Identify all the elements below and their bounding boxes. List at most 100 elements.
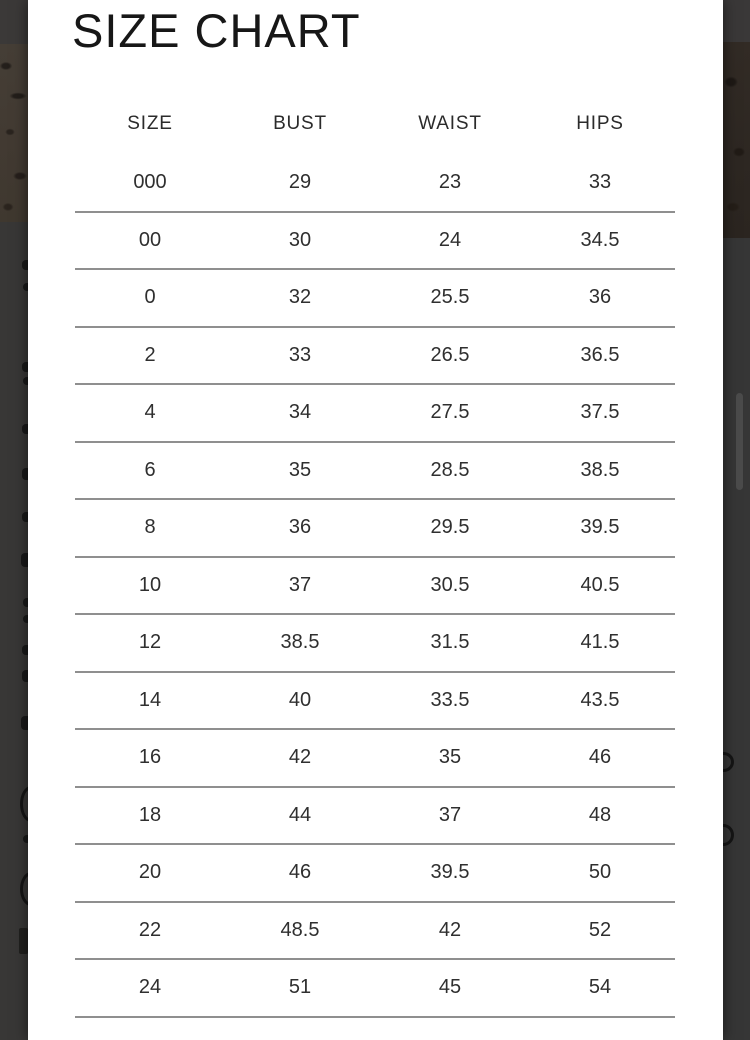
background-text-fragment <box>20 786 28 822</box>
size-chart-cell: 000 <box>133 171 167 194</box>
background-photo-strip <box>0 44 28 222</box>
column-header-bust: BUST <box>273 113 327 134</box>
background-text-fragment <box>23 283 28 291</box>
background-text-fragment <box>21 553 28 567</box>
background-header-strip <box>0 0 28 44</box>
size-chart-cell: 24 <box>438 228 462 251</box>
size-chart-cell: 37 <box>288 573 312 596</box>
size-chart-row: 2 33 26.5 36.5 <box>75 328 675 385</box>
background-text-fragment <box>23 377 28 385</box>
size-chart-cell: 37 <box>438 803 462 826</box>
size-chart-cell: 41.5 <box>580 631 620 654</box>
size-chart-cell: 33 <box>288 343 312 366</box>
size-chart-cell: 48 <box>588 803 612 826</box>
size-chart-cell: 4 <box>144 401 156 424</box>
size-chart-cell: 29.5 <box>430 516 470 539</box>
size-chart-cell: 14 <box>138 688 162 711</box>
size-chart-row: 6 35 28.5 38.5 <box>75 443 675 500</box>
size-chart-header-row: SIZE BUST WAIST HIPS <box>75 109 675 139</box>
modal-title: SIZE CHART <box>72 4 361 57</box>
size-chart-cell: 25.5 <box>430 286 470 309</box>
size-chart-cell: 34.5 <box>580 228 620 251</box>
size-chart-row: 22 48.5 42 52 <box>75 903 675 960</box>
size-chart-cell: 54 <box>588 976 612 999</box>
background-text-fragment <box>23 598 28 607</box>
size-chart-cell: 8 <box>144 516 156 539</box>
size-chart-cell: 33.5 <box>430 688 470 711</box>
size-chart-cell: 36 <box>588 286 612 309</box>
background-text-fragment <box>22 468 28 480</box>
size-chart-row: 16 42 35 46 <box>75 730 675 788</box>
size-chart-row: 000 29 23 33 <box>75 155 675 213</box>
size-chart-cell: 42 <box>288 746 312 769</box>
column-header-waist: WAIST <box>418 113 482 134</box>
column-header-hips: HIPS <box>576 113 624 134</box>
size-chart-cell: 36.5 <box>580 343 620 366</box>
size-chart-cell: 18 <box>138 803 162 826</box>
size-chart-cell: 48.5 <box>280 918 320 941</box>
size-chart-rows: 000 29 23 33 00 30 24 34.5 0 32 25.5 36 2 33 26.5 36.5 4… <box>75 155 675 1018</box>
size-chart-table: SIZE BUST WAIST HIPS 000 29 23 33 00 30 24 34.5… <box>75 109 675 1018</box>
size-chart-cell: 52 <box>588 918 612 941</box>
size-chart-cell: 12 <box>138 631 162 654</box>
size-chart-cell: 28.5 <box>430 458 470 481</box>
size-chart-cell: 30 <box>288 228 312 251</box>
size-chart-cell: 46 <box>588 746 612 769</box>
background-text-fragment <box>22 670 28 682</box>
size-chart-row: 18 44 37 48 <box>75 788 675 845</box>
size-chart-cell: 40 <box>288 688 312 711</box>
size-chart-cell: 20 <box>138 861 162 884</box>
background-text-fragment <box>22 260 28 270</box>
size-chart-cell: 6 <box>144 458 156 481</box>
size-chart-cell: 39.5 <box>430 861 470 884</box>
size-chart-cell: 32 <box>288 286 312 309</box>
size-chart-cell: 50 <box>588 861 612 884</box>
background-text-fragment <box>22 645 28 655</box>
size-chart-row: 24 51 45 54 <box>75 960 675 1018</box>
size-chart-cell: 33 <box>588 171 612 194</box>
background-text-fragment <box>23 615 28 623</box>
size-chart-cell: 23 <box>438 171 462 194</box>
background-photo-strip <box>723 42 750 238</box>
size-chart-cell: 0 <box>144 286 156 309</box>
size-chart-cell: 44 <box>288 803 312 826</box>
size-chart-cell: 38.5 <box>280 631 320 654</box>
size-chart-cell: 16 <box>138 746 162 769</box>
background-text-fragment <box>723 824 734 846</box>
size-chart-modal: SIZE CHART SIZE BUST WAIST HIPS 000 29 23 3… <box>28 0 723 1040</box>
backdrop-right[interactable] <box>723 0 750 1040</box>
background-text-fragment <box>20 872 28 906</box>
size-chart-cell: 27.5 <box>430 401 470 424</box>
size-chart-cell: 39.5 <box>580 516 620 539</box>
size-chart-cell: 37.5 <box>580 401 620 424</box>
size-chart-cell: 30.5 <box>430 573 470 596</box>
background-text-fragment <box>22 424 28 434</box>
scrollbar-thumb[interactable] <box>736 393 743 490</box>
size-chart-cell: 10 <box>138 573 162 596</box>
size-chart-cell: 00 <box>138 228 162 251</box>
header-spacer <box>75 139 675 155</box>
size-chart-cell: 38.5 <box>580 458 620 481</box>
size-chart-row: 12 38.5 31.5 41.5 <box>75 615 675 673</box>
size-chart-cell: 24 <box>138 976 162 999</box>
size-chart-cell: 31.5 <box>430 631 470 654</box>
size-chart-cell: 29 <box>288 171 312 194</box>
size-chart-cell: 51 <box>288 976 312 999</box>
column-header-size: SIZE <box>127 113 173 134</box>
size-chart-row: 0 32 25.5 36 <box>75 270 675 328</box>
backdrop-left[interactable] <box>0 0 28 1040</box>
size-chart-row: 10 37 30.5 40.5 <box>75 558 675 615</box>
background-text-fragment <box>23 835 28 843</box>
background-text-fragment <box>723 752 734 772</box>
size-chart-cell: 36 <box>288 516 312 539</box>
size-chart-cell: 42 <box>438 918 462 941</box>
size-chart-row: 14 40 33.5 43.5 <box>75 673 675 730</box>
size-chart-cell: 35 <box>288 458 312 481</box>
background-text-fragment <box>21 716 28 730</box>
size-chart-cell: 43.5 <box>580 688 620 711</box>
size-chart-cell: 34 <box>288 401 312 424</box>
size-chart-cell: 2 <box>144 343 156 366</box>
background-text-fragment <box>22 512 28 522</box>
size-chart-row: 4 34 27.5 37.5 <box>75 385 675 443</box>
size-chart-cell: 26.5 <box>430 343 470 366</box>
